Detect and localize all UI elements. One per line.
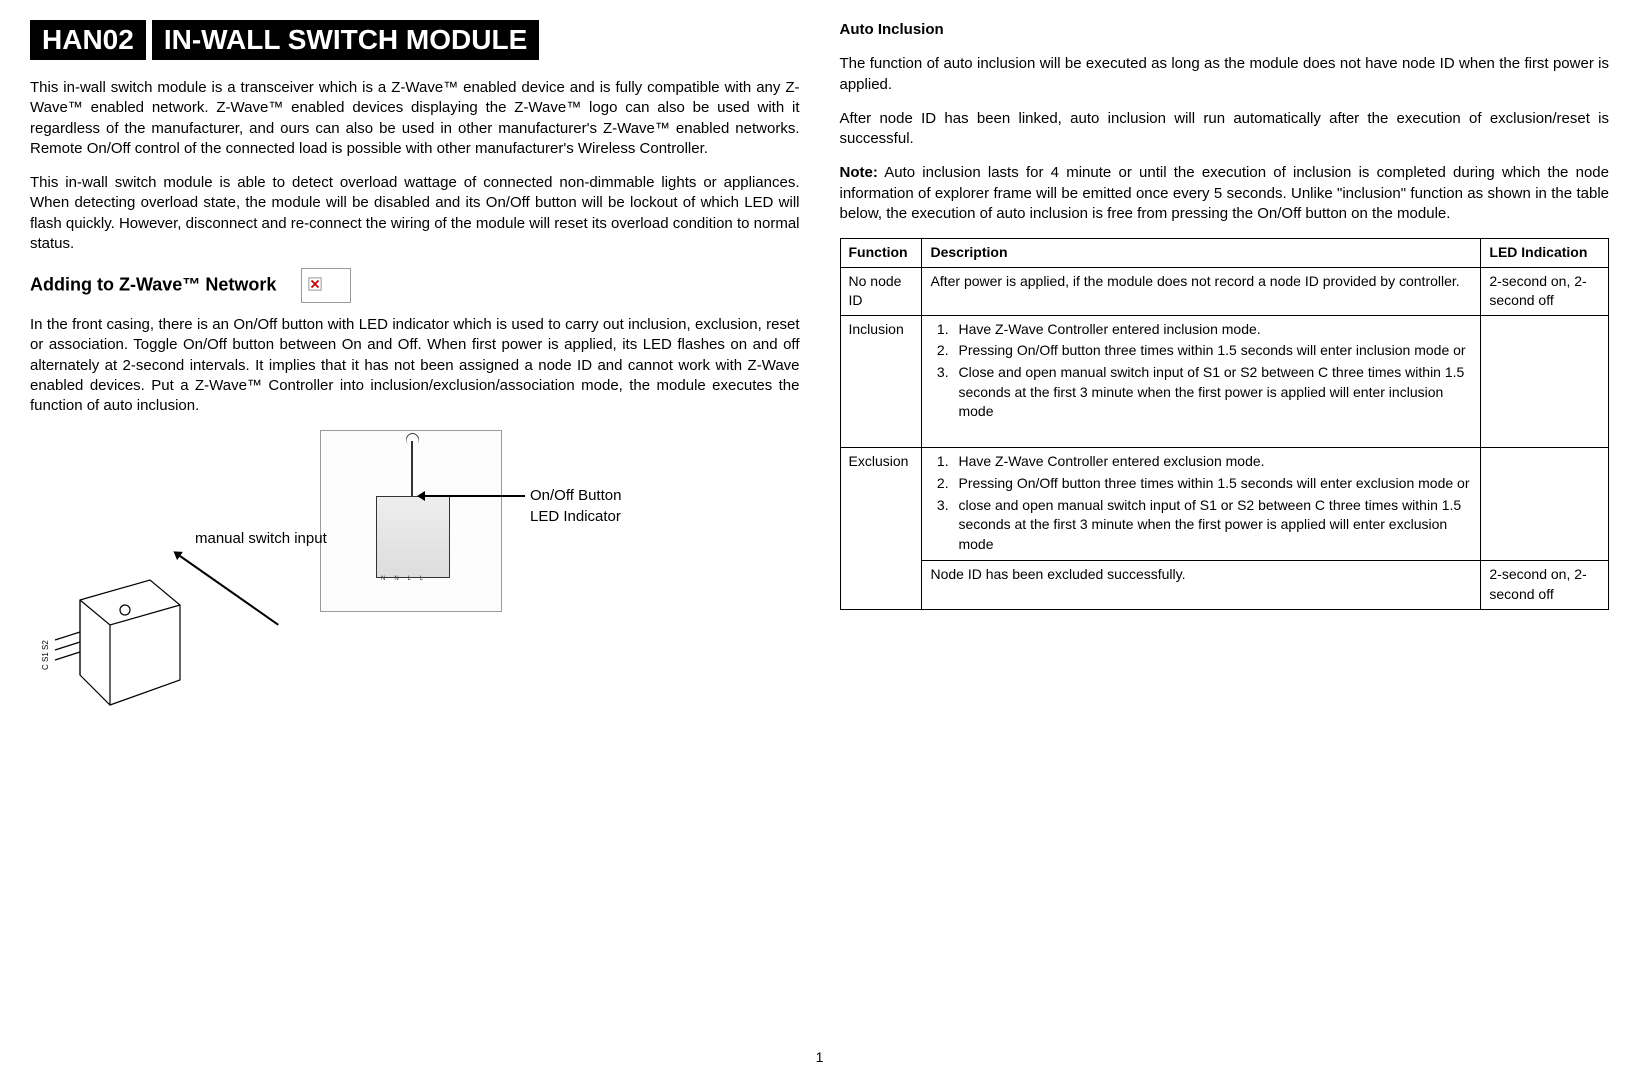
cell-description: After power is applied, if the module do…	[922, 267, 1481, 315]
cell-function: No node ID	[840, 267, 922, 315]
intro-p1: This in-wall switch module is a transcei…	[30, 78, 800, 159]
note-text: Auto inclusion lasts for 4 minute or unt…	[840, 164, 1610, 222]
table-row: Node ID has been excluded successfully. …	[840, 561, 1609, 609]
th-led: LED Indication	[1481, 239, 1609, 268]
table-row: No node ID After power is applied, if th…	[840, 267, 1609, 315]
title-bar: HAN02 IN-WALL SWITCH MODULE	[30, 20, 539, 60]
table-header-row: Function Description LED Indication	[840, 239, 1609, 268]
pcb-graphic	[376, 496, 450, 578]
table-row: Exclusion Have Z-Wave Controller entered…	[840, 448, 1609, 561]
list-item: Close and open manual switch input of S1…	[952, 363, 1472, 422]
auto-p2: After node ID has been linked, auto incl…	[840, 109, 1610, 150]
left-column: HAN02 IN-WALL SWITCH MODULE This in-wall…	[30, 20, 800, 750]
terminals-graphic: N N L L	[381, 576, 424, 582]
terminal-label-c: C S1 S2	[41, 640, 50, 670]
intro-p2: This in-wall switch module is able to de…	[30, 173, 800, 254]
antenna-graphic	[411, 441, 413, 496]
cell-description: Have Z-Wave Controller entered inclusion…	[922, 315, 1481, 448]
page-number: 1	[816, 1049, 824, 1065]
module-line-drawing: C S1 S2	[40, 570, 200, 740]
heading-auto: Auto Inclusion	[840, 21, 944, 38]
th-function: Function	[840, 239, 922, 268]
broken-image-icon	[301, 268, 351, 303]
list-item: Have Z-Wave Controller entered exclusion…	[952, 452, 1472, 472]
right-column: Auto Inclusion The function of auto incl…	[840, 20, 1610, 750]
label-led: LED Indicator	[530, 508, 621, 525]
heading-adding: Adding to Z-Wave™ Network	[30, 268, 800, 303]
model-badge: HAN02	[30, 20, 146, 60]
product-name-badge: IN-WALL SWITCH MODULE	[152, 20, 539, 60]
label-manual: manual switch input	[195, 530, 327, 547]
module-photo: N N L L	[320, 430, 502, 612]
label-onoff: On/Off Button	[530, 487, 621, 504]
th-description: Description	[922, 239, 1481, 268]
function-table: Function Description LED Indication No n…	[840, 238, 1610, 610]
table-row: Inclusion Have Z-Wave Controller entered…	[840, 315, 1609, 448]
cell-led	[1481, 315, 1609, 448]
list-item: close and open manual switch input of S1…	[952, 496, 1472, 555]
cell-function: Inclusion	[840, 315, 922, 448]
diagram-area: N N L L On/Off Button LED Indicator manu…	[30, 430, 800, 750]
cell-description: Have Z-Wave Controller entered exclusion…	[922, 448, 1481, 561]
cell-led: 2-second on, 2-second off	[1481, 561, 1609, 609]
heading-adding-text: Adding to Z-Wave™ Network	[30, 274, 276, 294]
cell-description: Node ID has been excluded successfully.	[922, 561, 1481, 609]
adding-p: In the front casing, there is an On/Off …	[30, 315, 800, 416]
list-item: Pressing On/Off button three times withi…	[952, 341, 1472, 361]
cell-led: 2-second on, 2-second off	[1481, 267, 1609, 315]
note-p: Note: Auto inclusion lasts for 4 minute …	[840, 163, 1610, 224]
list-item: Pressing On/Off button three times withi…	[952, 474, 1472, 494]
note-label: Note:	[840, 164, 878, 181]
arrow-onoff	[425, 495, 525, 497]
auto-p1: The function of auto inclusion will be e…	[840, 54, 1610, 95]
label-onoff-led: On/Off Button LED Indicator	[530, 485, 621, 527]
list-item: Have Z-Wave Controller entered inclusion…	[952, 320, 1472, 340]
cell-led	[1481, 448, 1609, 561]
cell-function: Exclusion	[840, 448, 922, 609]
